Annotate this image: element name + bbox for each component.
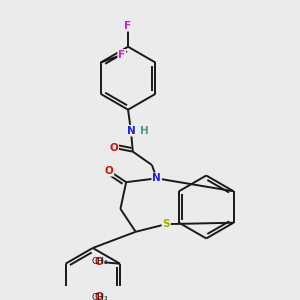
Text: H: H: [140, 126, 149, 136]
Text: O: O: [105, 166, 113, 176]
Text: CH₃: CH₃: [92, 257, 108, 266]
Text: S: S: [163, 219, 170, 229]
Text: O: O: [95, 292, 103, 300]
Text: O: O: [95, 257, 103, 267]
Text: F: F: [118, 50, 125, 60]
Text: N: N: [127, 126, 135, 136]
Text: N: N: [152, 173, 161, 183]
Text: O: O: [110, 143, 118, 153]
Text: F: F: [124, 21, 132, 31]
Text: CH₃: CH₃: [92, 292, 108, 300]
